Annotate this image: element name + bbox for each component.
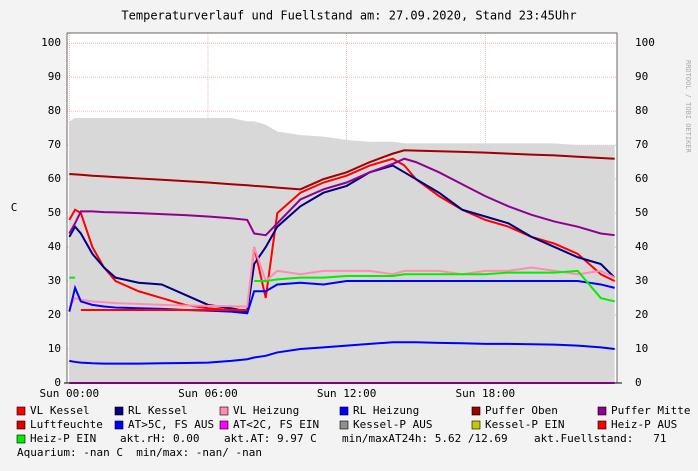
legend-swatch (597, 420, 607, 430)
y-tick-label: 50 (48, 206, 61, 219)
legend-label: AT<2C, FS EIN (233, 418, 319, 431)
y-tick-label: 80 (48, 104, 61, 117)
y-tick-label: 0 (54, 376, 61, 389)
line (69, 341, 615, 365)
y-tick-label: 10 (48, 342, 61, 355)
legend-swatch (16, 406, 26, 416)
legend-swatch (16, 434, 26, 444)
y-tick-label: 20 (48, 308, 61, 321)
legend-swatch (16, 420, 26, 430)
legend-swatch (114, 406, 124, 416)
y2-tick-label: 10 (635, 342, 648, 355)
y2-tick-label: 80 (635, 104, 648, 117)
legend-label: AT>5C, FS AUS (128, 418, 214, 431)
legend-swatch (471, 406, 481, 416)
area (69, 117, 615, 384)
x-tick-label: Sun 18:00 (455, 387, 515, 400)
line (69, 149, 615, 191)
legend-label: Puffer Oben (485, 404, 558, 417)
y2-tick-label: 40 (635, 240, 648, 253)
legend-label: Puffer Mitte (611, 404, 690, 417)
legend-label: RL Kessel (128, 404, 188, 417)
x-tick-label: Sun 00:00 (40, 387, 100, 400)
legend-swatch (219, 406, 229, 416)
legend-note: min/maxAT24h: 5.62 /12.69 (342, 432, 508, 445)
y2-tick-label: 50 (635, 206, 648, 219)
legend-label: RL Heizung (353, 404, 419, 417)
legend-swatch (471, 420, 481, 430)
legend-label: VL Heizung (233, 404, 299, 417)
y2-tick-label: 20 (635, 308, 648, 321)
x-tick-label: Sun 12:00 (317, 387, 377, 400)
legend-label: Heiz-P AUS (611, 418, 677, 431)
legend-label: Heiz-P EIN (30, 432, 96, 445)
chart-title: Temperaturverlauf und Fuellstand am: 27.… (121, 9, 576, 23)
y2-tick-label: 0 (635, 376, 642, 389)
x-tick-label: Sun 06:00 (178, 387, 238, 400)
legend-label: Kessel-P AUS (353, 418, 432, 431)
y-tick-label: 90 (48, 70, 61, 83)
legend-swatch (597, 406, 607, 416)
line (68, 164, 616, 313)
y2-tick-label: 60 (635, 172, 648, 185)
legend-label: VL Kessel (30, 404, 90, 417)
legend-note: Aquarium: -nan C min/max: -nan/ -nan (17, 446, 262, 459)
legend-swatch (339, 420, 349, 430)
y2-tick-label: 30 (635, 274, 648, 287)
line (254, 269, 615, 303)
legend-note: akt.AT: 9.97 C (224, 432, 317, 445)
legend-note: akt.Fuellstand: 71 (534, 432, 666, 445)
watermark: RRDTOOL / TOBI OETIKER (684, 60, 692, 154)
legend-swatch (339, 406, 349, 416)
y-tick-label: 70 (48, 138, 61, 151)
legend-swatch (114, 420, 124, 430)
line (68, 280, 615, 315)
y-tick-label: 40 (48, 240, 61, 253)
y-tick-label: 100 (41, 36, 61, 49)
y-tick-label: 60 (48, 172, 61, 185)
y-tick-label: 30 (48, 274, 61, 287)
line (68, 157, 615, 237)
legend-note: akt.rH: 0.00 (120, 432, 199, 445)
y2-tick-label: 70 (635, 138, 648, 151)
legend-swatch (219, 420, 229, 430)
legend-label: Luftfeuchte (30, 418, 103, 431)
y2-tick-label: 90 (635, 70, 648, 83)
line (68, 157, 616, 313)
y-axis-label: C (11, 201, 18, 214)
legend-label: Kessel-P EIN (485, 418, 564, 431)
y2-tick-label: 100 (635, 36, 655, 49)
line (68, 246, 616, 309)
